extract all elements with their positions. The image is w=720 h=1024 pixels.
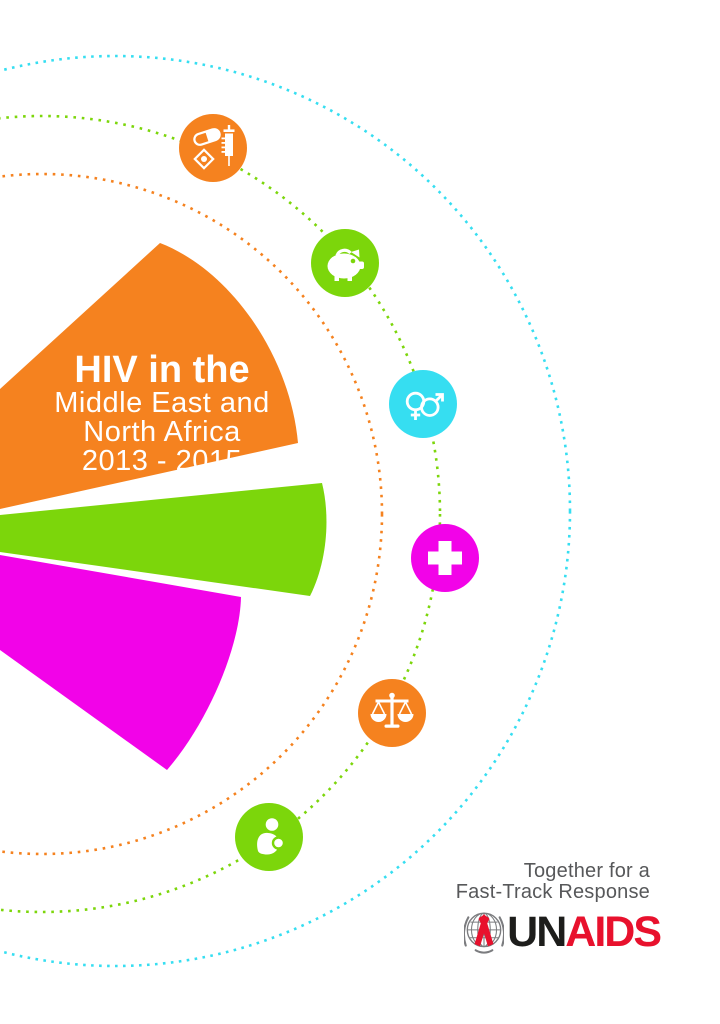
scales-post xyxy=(390,696,394,720)
tagline: Together for a Fast-Track Response xyxy=(456,861,650,903)
tagline-line2: Fast-Track Response xyxy=(455,881,650,903)
syringe-glyph xyxy=(221,125,235,166)
justice-scales-icon xyxy=(358,679,426,747)
un-globe xyxy=(466,912,502,948)
piggy-snout xyxy=(358,261,364,269)
scales-beam xyxy=(375,699,409,703)
red-ribbon-icon xyxy=(474,914,494,947)
outer-dashed-ring xyxy=(0,54,572,968)
tablet-glyph xyxy=(193,148,215,170)
medical-cross-icon xyxy=(411,524,479,592)
green-wedge xyxy=(0,483,327,596)
scales-left-strings xyxy=(371,701,386,715)
scales-left-pan xyxy=(370,714,387,722)
scales-base-stem xyxy=(390,720,394,725)
cover-title-line3: North Africa xyxy=(83,416,241,448)
tagline-line1: Together for a xyxy=(523,860,650,882)
cover-title-line1: HIV in the xyxy=(74,349,249,391)
harm-reduction-icon xyxy=(179,114,247,182)
baby-head xyxy=(271,836,286,850)
cover-title-line4: 2013 - 2015 xyxy=(82,445,242,477)
unaids-logo: UNAIDS xyxy=(464,907,662,957)
un-emblem-icon xyxy=(464,912,505,954)
scales-base xyxy=(384,724,400,728)
scales-right-pan xyxy=(397,714,414,722)
magenta-wedge xyxy=(0,555,241,770)
gender-symbols-icon xyxy=(389,370,457,438)
cover-title-line2: Middle East and xyxy=(54,387,269,419)
inner-dashed-ring xyxy=(0,172,384,856)
male-symbol-arrow-head xyxy=(435,393,444,402)
piggy-ear xyxy=(351,249,360,258)
laurel-wreath xyxy=(464,916,505,954)
cross-glyph xyxy=(428,541,462,575)
piggy-eye xyxy=(350,258,356,264)
piggy-bank-icon xyxy=(311,229,379,297)
mother-head xyxy=(265,818,279,831)
mother-body xyxy=(257,832,280,855)
harm-reduction-badge-circle xyxy=(179,114,247,182)
piggy-slot-handle xyxy=(335,248,352,257)
orange-title-wedge xyxy=(0,243,298,509)
piggy-leg-right xyxy=(347,276,352,281)
logo-un-text: UN xyxy=(507,908,567,956)
scales-right-strings xyxy=(398,701,413,715)
piggy-body xyxy=(327,253,361,279)
middle-dashed-ring xyxy=(0,114,442,914)
mother-child-icon xyxy=(235,803,303,871)
capsule-glyph xyxy=(193,128,221,146)
male-symbol-circle xyxy=(420,397,440,417)
logo-wordmark: UNAIDS xyxy=(507,907,662,957)
piggy-leg-left xyxy=(334,276,339,281)
male-symbol-arrow-shaft xyxy=(434,394,443,403)
logo-aids-text: AIDS xyxy=(565,908,662,956)
